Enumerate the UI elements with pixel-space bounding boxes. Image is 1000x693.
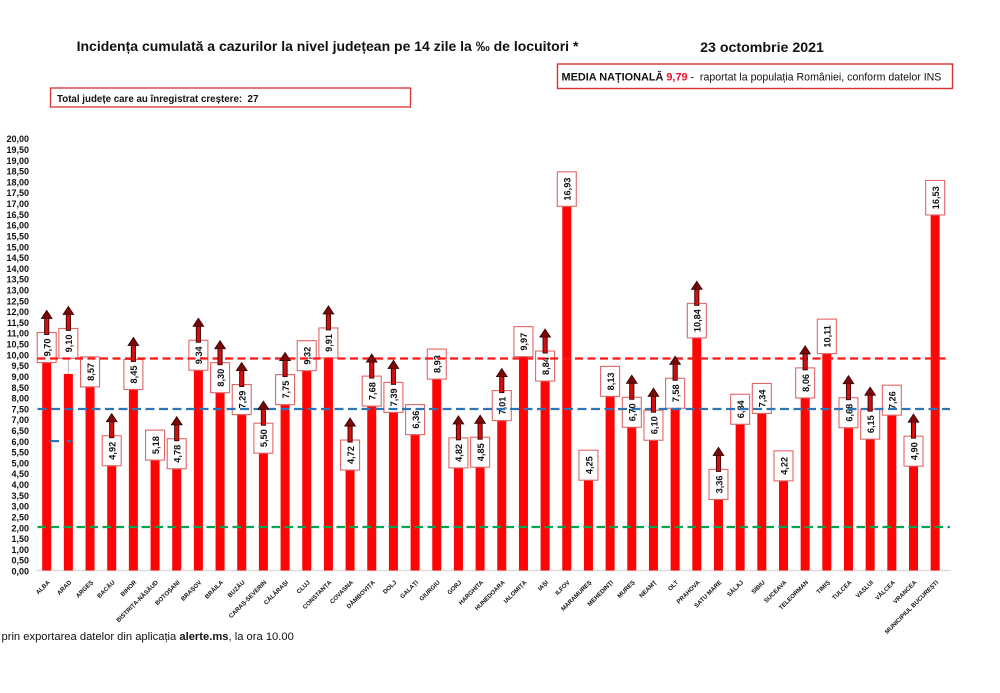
- svg-text:10,00: 10,00: [6, 350, 29, 360]
- svg-text:7,58: 7,58: [671, 384, 681, 402]
- svg-text:4,85: 4,85: [476, 443, 486, 461]
- svg-text:9,10: 9,10: [64, 334, 74, 352]
- svg-text:10,84: 10,84: [693, 308, 703, 332]
- svg-text:7,01: 7,01: [498, 397, 508, 415]
- svg-text:4,82: 4,82: [454, 444, 464, 462]
- svg-text:7,26: 7,26: [888, 391, 898, 409]
- svg-text:9,97: 9,97: [519, 333, 529, 351]
- svg-text:13,50: 13,50: [6, 275, 29, 285]
- svg-text:14,50: 14,50: [6, 253, 29, 263]
- svg-text:4,25: 4,25: [584, 456, 594, 474]
- svg-text:9,32: 9,32: [303, 347, 313, 365]
- svg-text:18,50: 18,50: [6, 167, 29, 177]
- svg-text:8,84: 8,84: [541, 356, 551, 375]
- svg-text:7,29: 7,29: [238, 391, 248, 409]
- svg-text:6,15: 6,15: [866, 415, 876, 433]
- svg-text:19,00: 19,00: [6, 156, 29, 166]
- svg-text:6,00: 6,00: [11, 437, 29, 447]
- svg-text:9,70: 9,70: [42, 339, 52, 357]
- svg-text:17,50: 17,50: [6, 188, 29, 198]
- svg-text:1,50: 1,50: [11, 534, 29, 544]
- svg-text:7,34: 7,34: [758, 389, 768, 408]
- svg-text:12,50: 12,50: [6, 296, 29, 306]
- svg-text:5,50: 5,50: [11, 448, 29, 458]
- svg-text:14,00: 14,00: [6, 264, 29, 274]
- svg-text:2,50: 2,50: [11, 513, 29, 523]
- svg-text:0,50: 0,50: [11, 556, 29, 566]
- svg-text:6,36: 6,36: [411, 411, 421, 429]
- svg-text:15,00: 15,00: [6, 242, 29, 252]
- svg-text:6,68: 6,68: [844, 404, 854, 422]
- svg-text:1,00: 1,00: [11, 545, 29, 555]
- svg-text:10,50: 10,50: [6, 340, 29, 350]
- svg-text:4,78: 4,78: [173, 445, 183, 463]
- svg-text:4,92: 4,92: [108, 442, 118, 460]
- svg-text:7,50: 7,50: [11, 404, 29, 414]
- svg-text:8,06: 8,06: [801, 374, 811, 392]
- svg-text:8,45: 8,45: [129, 366, 139, 384]
- svg-text:2,00: 2,00: [11, 523, 29, 533]
- svg-text:7,68: 7,68: [368, 382, 378, 400]
- svg-text:6,70: 6,70: [628, 403, 638, 421]
- svg-text:18,00: 18,00: [6, 177, 29, 187]
- svg-text:MEDIA NAȚIONALĂ 9,79 - raport: MEDIA NAȚIONALĂ 9,79 - raportat la popul…: [562, 71, 942, 84]
- svg-text:15,50: 15,50: [6, 232, 29, 242]
- svg-text:8,57: 8,57: [86, 363, 96, 381]
- svg-text:7,75: 7,75: [281, 381, 291, 399]
- svg-text:8,50: 8,50: [11, 383, 29, 393]
- svg-text:4,72: 4,72: [346, 446, 356, 464]
- svg-text:6,10: 6,10: [649, 416, 659, 434]
- svg-text:9,91: 9,91: [324, 334, 334, 352]
- svg-text:4,00: 4,00: [11, 480, 29, 490]
- svg-text:7,39: 7,39: [389, 388, 399, 406]
- svg-text:16,50: 16,50: [6, 210, 29, 220]
- svg-text:16,53: 16,53: [931, 186, 941, 209]
- svg-text:12,00: 12,00: [6, 307, 29, 317]
- svg-text:3,36: 3,36: [714, 475, 724, 493]
- svg-text:4,90: 4,90: [909, 442, 919, 460]
- svg-text:16,00: 16,00: [6, 221, 29, 231]
- svg-text:9,50: 9,50: [11, 361, 29, 371]
- svg-text:13,00: 13,00: [6, 286, 29, 296]
- svg-text:5,00: 5,00: [11, 458, 29, 468]
- svg-text:17,00: 17,00: [6, 199, 29, 209]
- svg-text:3,50: 3,50: [11, 491, 29, 501]
- svg-text:20,00: 20,00: [6, 134, 29, 144]
- svg-text:Incidența cumulată a cazurilor: Incidența cumulată a cazurilor la nivel …: [77, 38, 579, 54]
- svg-text:23 octombrie 2021: 23 octombrie 2021: [700, 40, 824, 56]
- svg-text:9,00: 9,00: [11, 372, 29, 382]
- svg-text:19,50: 19,50: [6, 145, 29, 155]
- svg-text:4,22: 4,22: [779, 457, 789, 475]
- svg-text:5,50: 5,50: [259, 429, 269, 447]
- svg-text:11,50: 11,50: [7, 318, 29, 328]
- svg-text:5,18: 5,18: [151, 436, 161, 454]
- svg-text:4,50: 4,50: [11, 469, 29, 479]
- svg-text:7,00: 7,00: [11, 415, 29, 425]
- svg-text:10,11: 10,11: [823, 325, 833, 347]
- svg-text:prin exportarea datelor din ap: prin exportarea datelor din aplicația al…: [2, 631, 294, 643]
- svg-text:6,50: 6,50: [11, 426, 29, 436]
- svg-text:Total județe care au înregistr: Total județe care au înregistrat creșter…: [57, 94, 258, 105]
- svg-text:16,93: 16,93: [563, 178, 573, 201]
- svg-text:8,00: 8,00: [11, 394, 29, 404]
- svg-text:11,00: 11,00: [7, 329, 29, 339]
- svg-text:3,00: 3,00: [11, 502, 29, 512]
- svg-text:8,13: 8,13: [606, 372, 616, 390]
- svg-text:0,00: 0,00: [11, 567, 29, 577]
- svg-text:8,93: 8,93: [433, 355, 443, 373]
- svg-text:9,34: 9,34: [194, 345, 204, 364]
- svg-text:8,30: 8,30: [216, 369, 226, 387]
